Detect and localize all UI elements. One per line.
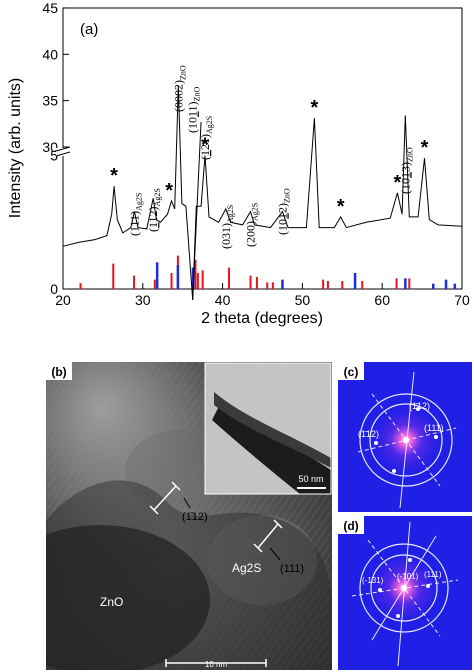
peak-label: (1012)ZnO bbox=[275, 188, 291, 235]
peak-label: (031)Ag2S bbox=[219, 205, 235, 249]
fft-pattern-d: (d) (-131) (-101) (111) bbox=[338, 516, 472, 670]
inset-scale-label: 50 nm bbox=[298, 474, 323, 484]
fft-spot-label-d2: (-101) bbox=[397, 572, 419, 581]
y-tick-label: 45 bbox=[42, 0, 58, 16]
peak-label: (111)Ag2S bbox=[127, 193, 143, 236]
star-marker: * bbox=[310, 97, 318, 119]
scale-bar-label: 10 nm bbox=[205, 660, 228, 669]
peak-label: (1013)ZnO bbox=[398, 147, 414, 194]
peak-label: (112)Ag2S bbox=[146, 188, 162, 232]
panel-label-d: (d) bbox=[343, 519, 358, 533]
inset-tem-image: 50 nm bbox=[204, 362, 332, 495]
panel-label-c: (c) bbox=[344, 365, 359, 379]
fft-spot-label-c3: (111) bbox=[424, 423, 444, 433]
plane-label-b2: (111) bbox=[280, 563, 304, 575]
x-tick-label: 70 bbox=[454, 292, 470, 308]
star-marker: * bbox=[393, 172, 401, 194]
peak-label: (1011)ZnO bbox=[186, 87, 202, 133]
peak-label: (0002)ZnO bbox=[171, 65, 187, 112]
fft-spot-label-d3: (111) bbox=[424, 570, 442, 579]
hrtem-image: 50 nm (1̄12) (111) Ag2S ZnO (b) 10 nm bbox=[46, 362, 332, 670]
y-axis-label: Intensity (arb. units) bbox=[7, 78, 24, 219]
fft-spot-label-c2: (1̄12) bbox=[358, 429, 379, 439]
panel-label-b: (b) bbox=[51, 365, 66, 379]
x-axis-label: 2 theta (degrees) bbox=[201, 310, 323, 327]
star-marker: * bbox=[201, 135, 209, 157]
diffraction-pattern bbox=[62, 85, 463, 301]
star-marker: * bbox=[337, 196, 345, 218]
x-tick-label: 50 bbox=[295, 292, 311, 308]
phase-label-ag2s: Ag2S bbox=[232, 561, 261, 575]
y-tick-label: 30 bbox=[42, 139, 58, 155]
y-tick-label: 5 bbox=[50, 148, 58, 164]
y-tick-label: 0 bbox=[50, 281, 58, 297]
x-tick-label: 20 bbox=[55, 292, 71, 308]
panel-label-a: (a) bbox=[80, 21, 98, 38]
star-marker: * bbox=[110, 165, 118, 187]
star-marker: * bbox=[165, 180, 173, 202]
peak-label: (200)Ag2S bbox=[244, 203, 260, 247]
y-tick-label: 40 bbox=[42, 46, 58, 62]
x-tick-label: 40 bbox=[215, 292, 231, 308]
phase-label-zno: ZnO bbox=[100, 595, 123, 609]
peak-leader bbox=[192, 121, 202, 300]
fft-spot-label-d1: (-131) bbox=[362, 576, 384, 585]
fft-spot-label-c1: (1̄12) bbox=[409, 401, 430, 411]
plot-frame bbox=[62, 7, 463, 290]
fft-pattern-c: (c) (1̄12) (1̄12) (111) bbox=[338, 362, 472, 512]
star-marker: * bbox=[421, 137, 429, 159]
x-tick-label: 30 bbox=[135, 292, 151, 308]
y-tick-label: 35 bbox=[42, 93, 58, 109]
x-tick-label: 60 bbox=[374, 292, 390, 308]
peak-label: (121)Ag2S bbox=[198, 116, 214, 160]
axis-break-mark bbox=[55, 146, 71, 157]
plane-label-b1: (1̄12) bbox=[182, 511, 208, 523]
